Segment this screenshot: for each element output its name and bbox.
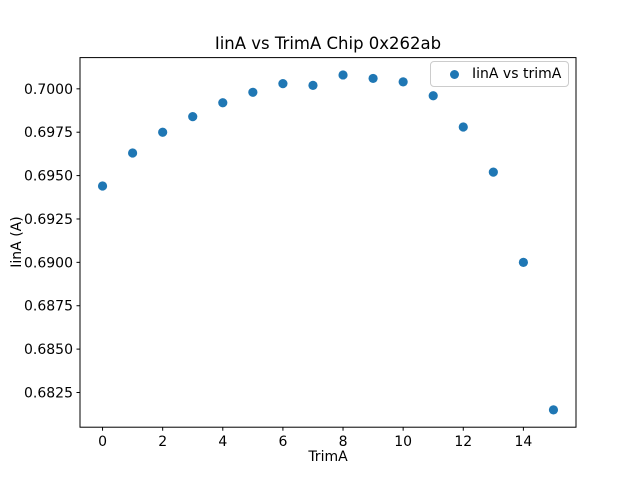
x-tick-label: 14: [514, 434, 532, 450]
chart-title: IinA vs TrimA Chip 0x262ab: [214, 34, 442, 53]
data-point: [308, 80, 318, 90]
legend: IinA vs trimA: [430, 61, 569, 87]
legend-marker-icon: [450, 69, 459, 79]
data-point: [458, 122, 468, 132]
x-axis-label: TrimA: [308, 449, 348, 465]
data-point: [488, 167, 498, 177]
y-tick-label: 0.6875: [24, 299, 73, 315]
y-tick-label: 0.6975: [24, 125, 73, 141]
data-point: [158, 127, 168, 137]
x-tick-label: 10: [394, 434, 412, 450]
y-tick-label: 0.6925: [24, 212, 73, 228]
y-tick-label: 0.6850: [24, 342, 73, 358]
data-point: [278, 79, 288, 89]
x-tick-label: 8: [339, 434, 348, 450]
data-point: [398, 77, 408, 87]
legend-label: IinA vs trimA: [472, 66, 562, 82]
x-tick-label: 2: [158, 434, 167, 450]
data-point: [368, 73, 378, 84]
x-tick-label: 12: [454, 434, 472, 450]
data-point: [218, 98, 228, 108]
x-tick-label: 6: [278, 434, 287, 450]
data-point: [248, 87, 258, 97]
data-point: [338, 70, 348, 80]
y-tick-label: 0.7000: [24, 82, 73, 98]
data-point: [518, 257, 528, 267]
data-point: [548, 405, 559, 415]
data-point: [97, 181, 108, 191]
x-tick-label: 4: [218, 434, 227, 450]
data-point: [128, 148, 138, 158]
y-axis-label: IinA (A): [9, 216, 25, 268]
x-tick-label: 0: [98, 434, 107, 450]
data-point: [188, 111, 198, 122]
y-tick-label: 0.6900: [24, 255, 73, 271]
data-point: [428, 91, 438, 101]
axes-border: [79, 57, 577, 428]
y-tick-label: 0.6950: [24, 169, 73, 185]
y-tick-label: 0.6825: [24, 385, 73, 401]
